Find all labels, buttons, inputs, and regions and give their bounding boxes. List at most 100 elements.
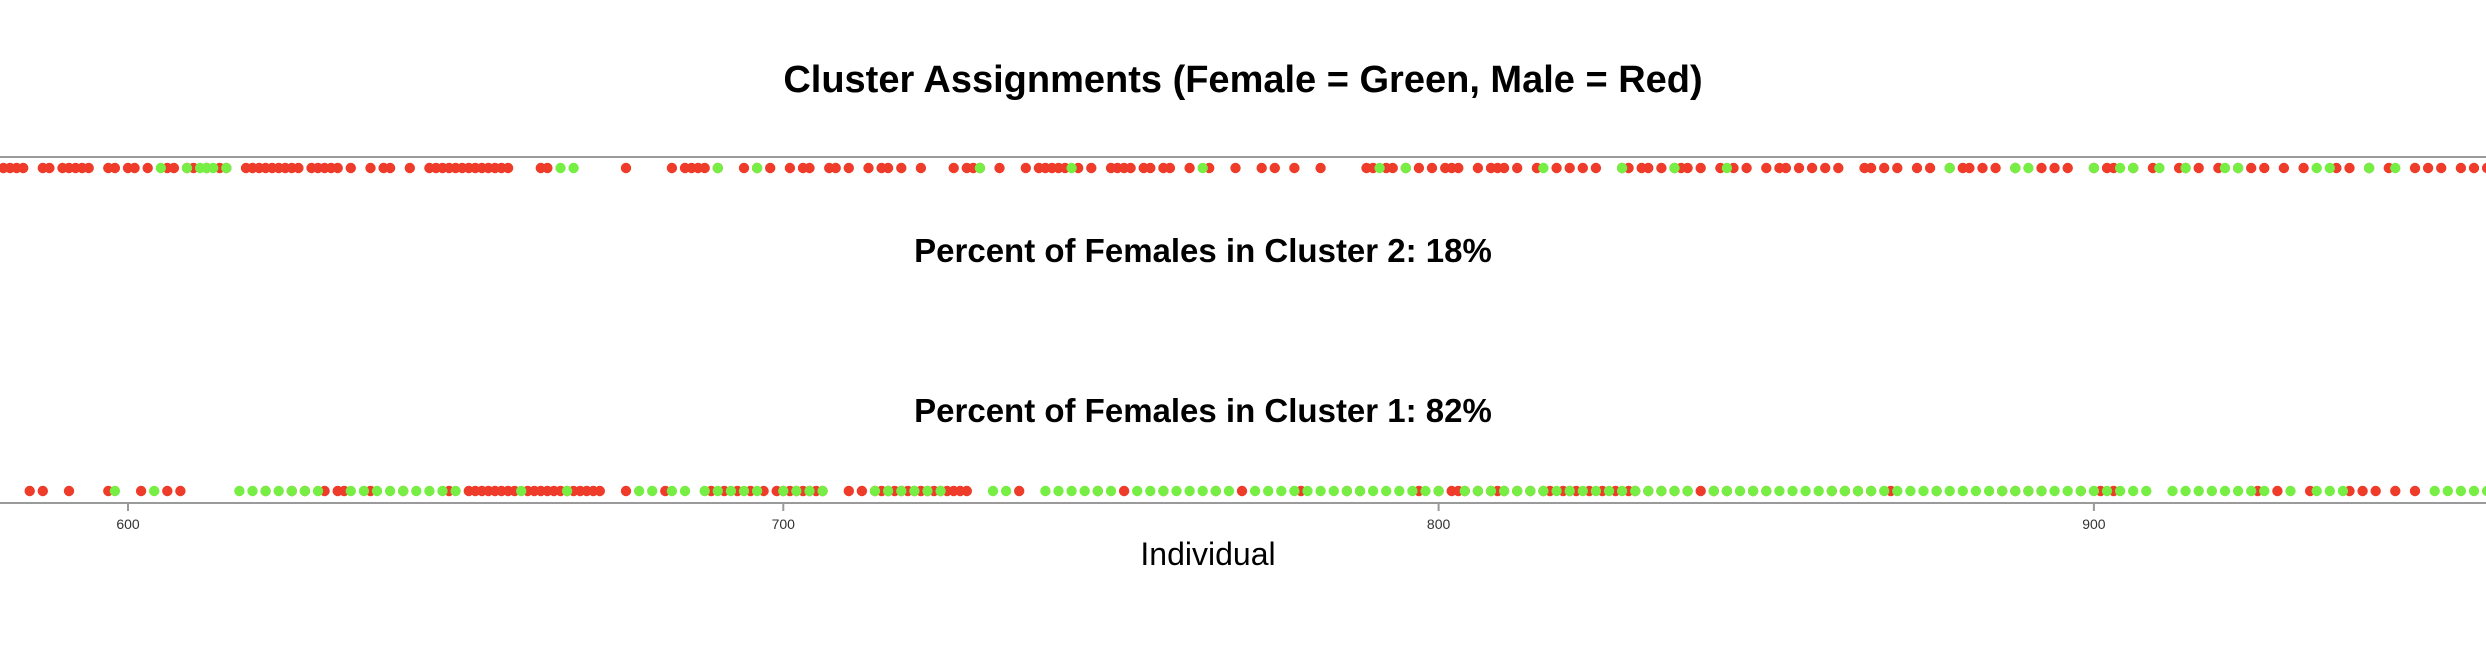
cluster-2-male-point (896, 162, 907, 174)
cluster-2-female-point (2219, 162, 2231, 174)
cluster-2-male-point (1512, 162, 1523, 174)
cluster-2-male-point (2036, 162, 2047, 174)
cluster-2-male-point (502, 162, 514, 174)
cluster-1-female-point (2468, 485, 2480, 497)
cluster-2-male-point (1184, 162, 1195, 174)
cluster-1-female-point (1839, 485, 1851, 497)
cluster-1-female-point (371, 485, 383, 497)
cluster-1-female-point (1394, 485, 1405, 497)
cluster-1-female-point (1512, 485, 1523, 497)
cluster-1-female-point (1040, 485, 1051, 497)
cluster-1-female-point (1669, 485, 1680, 497)
x-tick-label: 600 (116, 516, 140, 532)
cluster-1-female-point (679, 485, 691, 497)
cluster-1-female-point (109, 485, 121, 497)
cluster-1-female-point (1315, 485, 1326, 497)
cluster-2-male-point (1695, 162, 1706, 174)
cluster-1-female-point (1145, 485, 1156, 497)
cluster-1-female-point (2167, 485, 2178, 497)
cluster-1-female-point (1774, 485, 1785, 497)
cluster-2-female-point (2128, 162, 2139, 174)
cluster-1-male-point (2272, 485, 2283, 497)
cluster-1-female-point (1459, 485, 1471, 497)
cluster-1-female-point (286, 485, 297, 497)
cluster-1-female-point (384, 485, 396, 497)
x-axis-label: Individual (1140, 536, 1275, 572)
cluster-1-female-point (1354, 485, 1366, 497)
cluster-2-male-point (365, 162, 376, 174)
cluster-1-female-point (712, 485, 723, 497)
cluster-1-female-point (896, 485, 907, 497)
cluster-1-female-point (1997, 485, 2008, 497)
cluster-2-female-point (555, 162, 566, 174)
cluster-1-female-point (2180, 485, 2191, 497)
cluster-1-female-point (411, 485, 422, 497)
cluster-1-male-point (1695, 485, 1706, 497)
cluster-2-male-point (830, 162, 841, 174)
cluster-2-female-point (712, 162, 723, 174)
cluster-2-female-point (1538, 162, 1549, 174)
cluster-1-female-point (2141, 485, 2152, 497)
cluster-1-female-point (260, 485, 271, 497)
cluster-2-male-point (1164, 162, 1176, 174)
cluster-1-female-point (1407, 485, 1418, 497)
cluster-2-female-point (568, 162, 579, 174)
cluster-1-female-point (2324, 485, 2335, 497)
cluster-1-female-point (1525, 485, 1536, 497)
cluster-1-female-point (2232, 485, 2244, 497)
cluster-2-male-point (1924, 162, 1936, 174)
cluster-1-female-point (2246, 485, 2257, 497)
cluster-2-male-point (2481, 162, 2486, 174)
cluster-1-female-point (1905, 485, 1916, 497)
cluster-1-female-point (1590, 485, 1602, 497)
cluster-1-female-point (778, 485, 789, 497)
cluster-1-female-point (1171, 485, 1182, 497)
cluster-2-male-point (1577, 162, 1589, 174)
cluster-1-female-point (725, 485, 737, 497)
cluster-1-female-point (1564, 485, 1575, 497)
cluster-1-female-point (1184, 485, 1195, 497)
cluster-2-male-point (1820, 162, 1831, 174)
cluster-2-male-point (1453, 162, 1464, 174)
cluster-1-male-point (24, 485, 35, 497)
cluster-1-male-point (856, 485, 868, 497)
cluster-2-male-point (2278, 162, 2290, 174)
cluster-1-female-point (312, 485, 324, 497)
cluster-1-female-point (1970, 485, 1982, 497)
cluster-2-male-point (2246, 162, 2257, 174)
cluster-2-male-point (1879, 162, 1890, 174)
cluster-1-female-point (1551, 485, 1562, 497)
cluster-1-female-point (247, 485, 258, 497)
cluster-1-female-point (751, 485, 763, 497)
cluster-1-female-point (1708, 485, 1720, 497)
cluster-2-male-point (2049, 162, 2060, 174)
cluster-1-female-point (1420, 485, 1431, 497)
cluster-1-female-point (2337, 485, 2349, 497)
cluster-2-male-point (44, 162, 55, 174)
cluster-1-female-point (1983, 485, 1995, 497)
cluster-2-male-point (1472, 162, 1484, 174)
cluster-1-female-point (2193, 485, 2204, 497)
cluster-1-male-point (2409, 485, 2421, 497)
cluster-2-male-point (2455, 162, 2467, 174)
cluster-1-female-point (2023, 485, 2034, 497)
cluster-1-female-point (149, 485, 160, 497)
cluster-2-male-point (1964, 162, 1975, 174)
cluster-1-female-point (2036, 485, 2047, 497)
cluster-1-male-point (2390, 485, 2401, 497)
cluster-2-male-point (804, 162, 815, 174)
cluster-2-male-point (1833, 162, 1844, 174)
cluster-1-female-point (2010, 485, 2021, 497)
cluster-1-male-point (594, 485, 605, 497)
cluster-1-female-point (817, 485, 828, 497)
cluster-2-male-point (2344, 162, 2355, 174)
cluster-1-female-point (1616, 485, 1628, 497)
cluster-2-male-point (784, 162, 796, 174)
cluster-1-female-point (1879, 485, 1890, 497)
cluster-1-female-point (398, 485, 409, 497)
cluster-2-female-point (2114, 162, 2126, 174)
cluster-1-female-point (804, 485, 815, 497)
cluster-2-female-point (221, 162, 232, 174)
cluster-2-male-point (863, 162, 874, 174)
